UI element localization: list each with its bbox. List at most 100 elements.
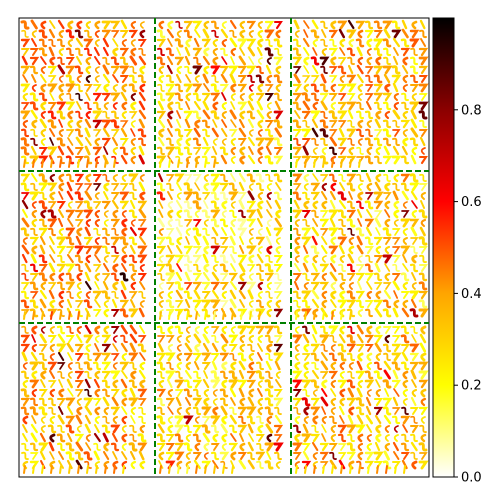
glyph-stroke [210, 370, 220, 380]
glyph-stroke [248, 146, 254, 155]
glyph-stroke [264, 388, 274, 398]
glyph-stroke [65, 65, 76, 75]
glyph-stroke [40, 66, 46, 74]
glyph-stroke [246, 200, 257, 210]
glyph-stroke [311, 262, 318, 273]
glyph-stroke [32, 465, 35, 474]
glyph-stroke [201, 361, 211, 371]
glyph-stroke [139, 352, 146, 361]
glyph-stroke [419, 93, 428, 101]
glyph-stroke [67, 201, 73, 209]
glyph-stroke [257, 424, 264, 434]
glyph-stroke [176, 192, 182, 200]
glyph-stroke [229, 406, 237, 415]
glyph-stroke [329, 190, 336, 201]
glyph-stroke [202, 235, 209, 246]
glyph-stroke [38, 361, 48, 371]
glyph-stroke [47, 182, 58, 192]
glyph-stroke [365, 226, 373, 237]
glyph-stroke [30, 137, 38, 146]
glyph-stroke [401, 433, 409, 442]
glyph-stroke [410, 407, 419, 415]
glyph-stroke [210, 415, 221, 425]
glyph-stroke [84, 370, 92, 379]
glyph-stroke [392, 55, 399, 66]
glyph-stroke [312, 334, 318, 343]
glyph-stroke [374, 181, 382, 192]
glyph-stroke [346, 29, 357, 39]
glyph-stroke [221, 92, 227, 101]
glyph-stroke [330, 361, 337, 371]
glyph-stroke [39, 118, 47, 129]
glyph-stroke [74, 173, 85, 183]
glyph-stroke [382, 299, 392, 309]
glyph-stroke [339, 325, 346, 335]
glyph-stroke [84, 145, 91, 156]
glyph-stroke [338, 263, 346, 272]
glyph-stroke [348, 38, 355, 48]
glyph-stroke [219, 146, 229, 156]
panel-area [20, 19, 429, 474]
glyph-stroke [329, 443, 338, 451]
glyph-stroke [40, 20, 47, 30]
glyph-stroke [302, 244, 309, 255]
glyph-stroke [301, 290, 312, 300]
glyph-stroke [340, 159, 343, 168]
glyph-stroke [258, 311, 261, 320]
glyph-stroke [292, 334, 303, 344]
glyph-stroke [138, 55, 147, 66]
glyph-stroke [119, 74, 129, 84]
glyph-stroke [364, 200, 374, 210]
glyph-stroke [401, 190, 409, 201]
glyph-stroke [330, 407, 336, 415]
glyph-stroke [174, 415, 185, 425]
glyph-stroke [392, 255, 401, 263]
glyph-stroke [384, 434, 390, 442]
glyph-stroke [56, 325, 66, 335]
glyph-stroke [212, 56, 219, 66]
glyph-stroke [373, 101, 383, 111]
glyph-stroke [310, 343, 321, 353]
glyph-stroke [128, 209, 138, 219]
glyph-stroke [347, 109, 354, 120]
glyph-stroke [119, 56, 129, 66]
glyph-stroke [94, 424, 100, 433]
glyph-stroke [355, 370, 366, 380]
glyph-stroke [391, 361, 401, 371]
glyph-stroke [229, 253, 236, 264]
glyph-stroke [221, 119, 228, 128]
glyph-stroke [402, 110, 409, 120]
glyph-stroke [366, 442, 373, 452]
glyph-stroke [246, 38, 257, 48]
glyph-stroke [303, 65, 310, 74]
glyph-stroke [409, 290, 420, 300]
glyph-stroke [274, 406, 282, 415]
glyph-stroke [302, 218, 310, 227]
glyph-stroke [202, 271, 210, 282]
glyph-stroke [201, 352, 212, 362]
glyph-stroke [38, 272, 48, 282]
glyph-stroke [203, 245, 210, 255]
glyph-stroke [47, 146, 58, 156]
glyph-stroke [303, 282, 309, 290]
glyph-stroke [420, 218, 427, 228]
glyph-stroke [93, 264, 102, 272]
glyph-stroke [47, 65, 58, 75]
glyph-stroke [158, 74, 165, 84]
glyph-stroke [66, 325, 74, 334]
glyph-stroke [74, 47, 84, 57]
glyph-stroke [85, 434, 91, 442]
glyph-stroke [210, 92, 221, 102]
glyph-stroke [319, 263, 330, 273]
glyph-stroke [77, 159, 80, 168]
glyph-stroke [411, 209, 418, 219]
glyph-stroke [393, 200, 400, 210]
glyph-stroke [40, 74, 47, 83]
glyph-stroke [401, 452, 410, 460]
glyph-stroke [175, 244, 183, 255]
glyph-stroke [339, 388, 346, 398]
glyph-stroke [39, 191, 47, 200]
glyph-stroke [183, 245, 194, 255]
glyph-stroke [239, 236, 245, 245]
glyph-stroke [228, 182, 238, 192]
